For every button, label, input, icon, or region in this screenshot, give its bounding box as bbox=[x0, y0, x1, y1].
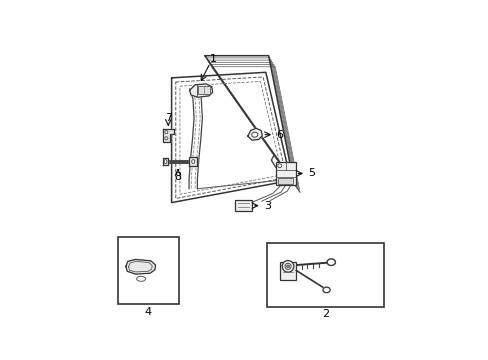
Ellipse shape bbox=[322, 287, 329, 293]
Text: 2: 2 bbox=[321, 309, 328, 319]
Ellipse shape bbox=[326, 259, 335, 266]
Ellipse shape bbox=[282, 261, 293, 272]
Bar bbox=[198, 86, 210, 94]
Text: 1: 1 bbox=[209, 54, 216, 64]
Ellipse shape bbox=[285, 263, 290, 269]
Ellipse shape bbox=[164, 131, 167, 134]
Polygon shape bbox=[163, 129, 174, 141]
Text: 7: 7 bbox=[164, 113, 171, 123]
Bar bbox=[117, 237, 178, 304]
Polygon shape bbox=[247, 128, 262, 140]
Ellipse shape bbox=[164, 137, 167, 140]
Bar bbox=[277, 178, 293, 184]
Ellipse shape bbox=[286, 265, 289, 268]
Text: 8: 8 bbox=[174, 172, 181, 182]
Text: 4: 4 bbox=[144, 306, 151, 316]
Bar bbox=[275, 162, 295, 185]
Bar bbox=[235, 200, 251, 211]
Ellipse shape bbox=[191, 159, 194, 163]
Polygon shape bbox=[189, 84, 212, 97]
Ellipse shape bbox=[137, 276, 145, 281]
Ellipse shape bbox=[251, 132, 257, 137]
Polygon shape bbox=[189, 157, 197, 166]
Ellipse shape bbox=[277, 164, 281, 168]
Bar bbox=[267, 243, 383, 307]
Ellipse shape bbox=[164, 159, 166, 163]
Text: 6: 6 bbox=[276, 130, 283, 140]
Polygon shape bbox=[163, 158, 168, 165]
Polygon shape bbox=[125, 260, 155, 274]
Text: 3: 3 bbox=[263, 201, 270, 211]
Text: 5: 5 bbox=[307, 168, 314, 179]
Bar bbox=[279, 262, 296, 280]
